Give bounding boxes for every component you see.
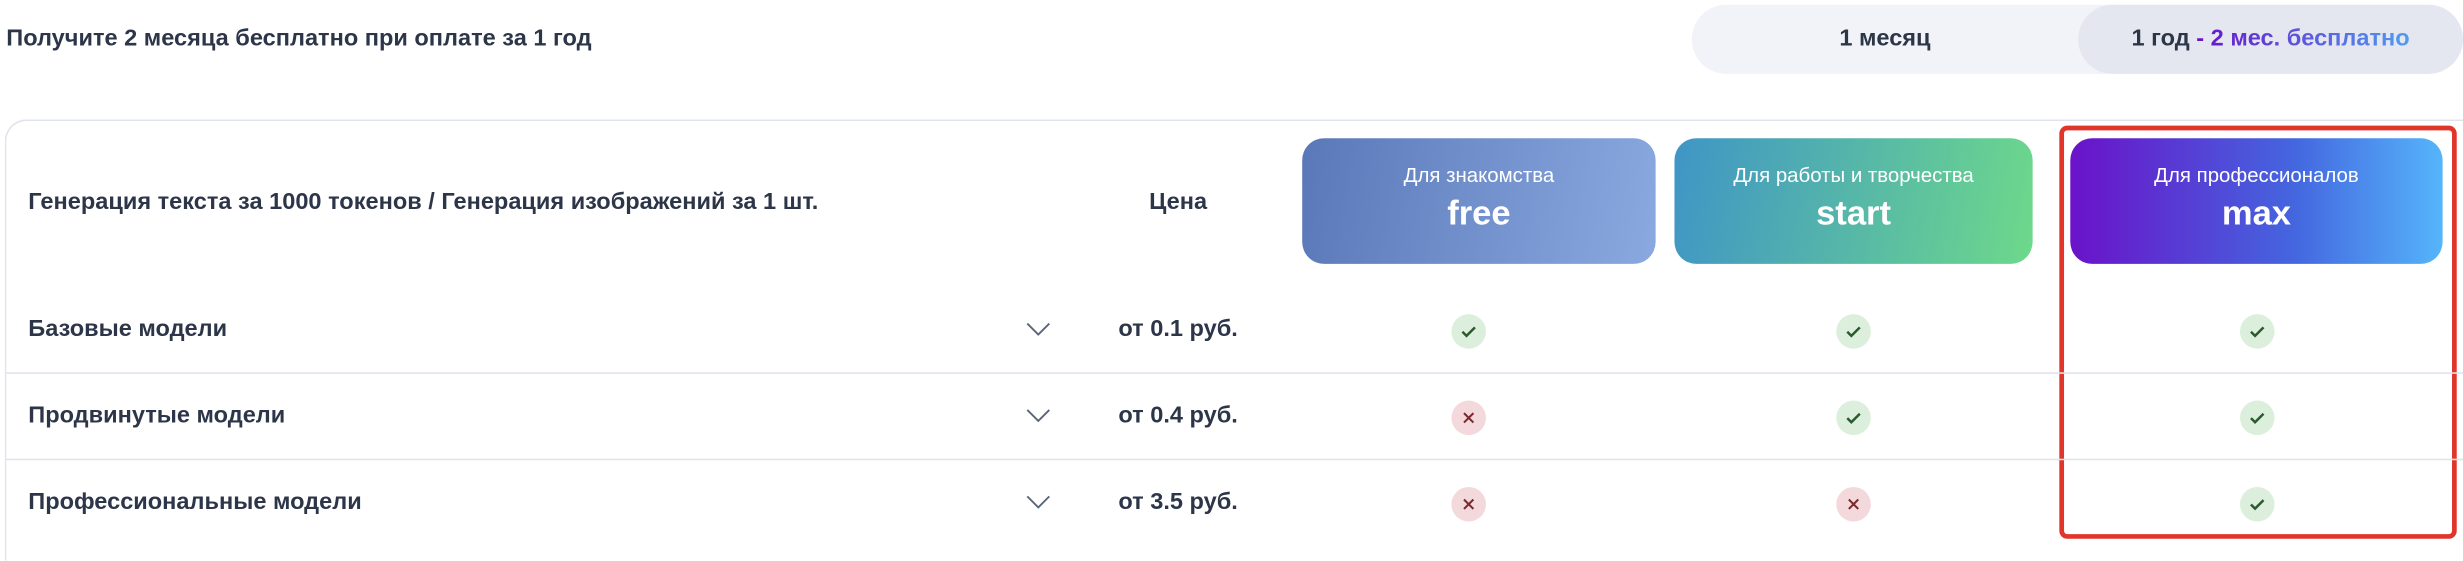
cross-icon [1451,486,1486,522]
pricing-comparison: Получите 2 месяца бесплатно при оплате з… [4,4,2463,561]
plan-card-free[interactable]: Для знакомства free [1302,138,1656,264]
row-price: от 3.5 руб. [1118,488,1238,516]
toggle-monthly[interactable]: 1 месяц [1839,25,1931,52]
row-name: Базовые модели [28,315,228,343]
yearly-label: 1 год [2131,25,2190,52]
comparison-table [4,119,2463,561]
yearly-bonus: - 2 мес. бесплатно [2196,25,2410,52]
chevron-down-icon[interactable] [1023,313,1054,344]
plan-card-start[interactable]: Для работы и творчества start [1674,138,2033,264]
plan-name: start [1816,193,1891,233]
check-icon [2239,486,2275,522]
chevron-down-icon[interactable] [1023,485,1054,516]
price-header: Цена [1149,188,1208,216]
chevron-down-icon[interactable] [1023,399,1054,430]
plan-card-max[interactable]: Для профессионалов max [2070,138,2443,264]
cross-icon [1451,400,1486,436]
check-icon [2239,400,2275,436]
table-row[interactable]: Профессиональные модели от 3.5 руб. [6,460,2463,546]
table-row[interactable]: Продвинутые модели от 0.4 руб. [6,374,2463,460]
plan-subtitle: Для знакомства [1403,163,1555,187]
table-header: Генерация текста за 1000 токенов / Генер… [28,188,819,216]
row-price: от 0.1 руб. [1118,315,1238,343]
plan-name: max [2221,193,2292,233]
check-icon [1836,400,1871,436]
row-name: Продвинутые модели [28,402,286,429]
row-divider [6,372,2463,374]
plan-subtitle: Для работы и творчества [1733,163,1974,187]
cross-icon [1836,486,1871,522]
toggle-yearly[interactable]: 1 год - 2 мес. бесплатно [2078,4,2463,74]
plan-subtitle: Для профессионалов [2154,163,2359,187]
check-icon [2239,314,2275,349]
row-name: Профессиональные модели [28,488,362,516]
row-divider [6,458,2463,461]
plan-name: free [1447,193,1511,233]
check-icon [1836,314,1871,349]
check-icon [1451,314,1486,349]
table-row[interactable]: Базовые модели от 0.1 руб. [6,287,2463,373]
billing-period-toggle[interactable]: 1 месяц 1 год - 2 мес. бесплатно [1691,4,2463,74]
highlight-box [2059,125,2457,539]
row-price: от 0.4 руб. [1118,402,1238,429]
promo-text: Получите 2 месяца бесплатно при оплате з… [6,25,592,52]
